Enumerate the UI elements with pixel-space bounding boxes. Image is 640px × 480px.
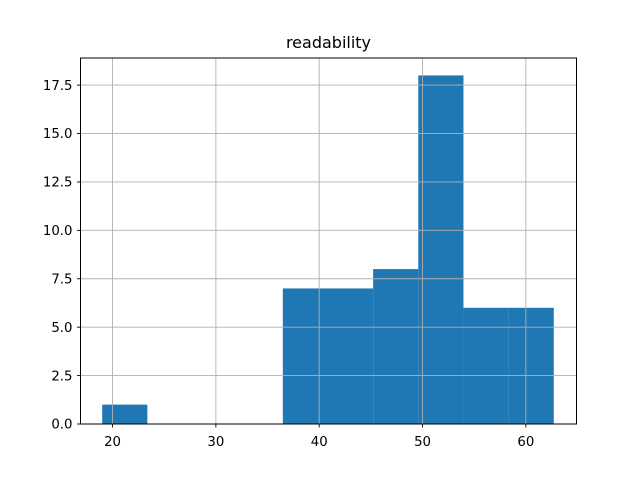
chart-layers: 20 30 40 50 60 0.0 2.5 5.0 7.5 10.0 12.5 15.0 17.5 <box>43 57 577 450</box>
x-tick-label: 60 <box>517 435 534 450</box>
x-tick-label: 30 <box>207 435 224 450</box>
histogram-bar <box>418 75 464 424</box>
histogram-bar <box>102 404 148 424</box>
histogram-bar <box>508 307 554 424</box>
histogram-bar <box>373 269 419 424</box>
y-tick-label: 2.5 <box>51 369 72 384</box>
y-tick-label: 12.5 <box>43 176 73 191</box>
x-tick-label: 20 <box>104 435 121 450</box>
y-tick-label: 15.0 <box>43 127 73 142</box>
y-tick-label: 17.5 <box>43 79 73 94</box>
histogram-bar <box>282 288 328 424</box>
chart-title: readability <box>286 33 371 52</box>
y-tick-label: 7.5 <box>51 272 72 287</box>
histogram-bar <box>327 288 374 424</box>
y-tick-label: 5.0 <box>51 321 72 336</box>
y-tick-label: 0.0 <box>51 418 72 433</box>
x-tick-label: 50 <box>414 435 431 450</box>
histogram-bar <box>463 307 509 424</box>
axes-frame <box>80 57 577 425</box>
y-tick-label: 10.0 <box>43 224 73 239</box>
x-tick-label: 40 <box>311 435 328 450</box>
